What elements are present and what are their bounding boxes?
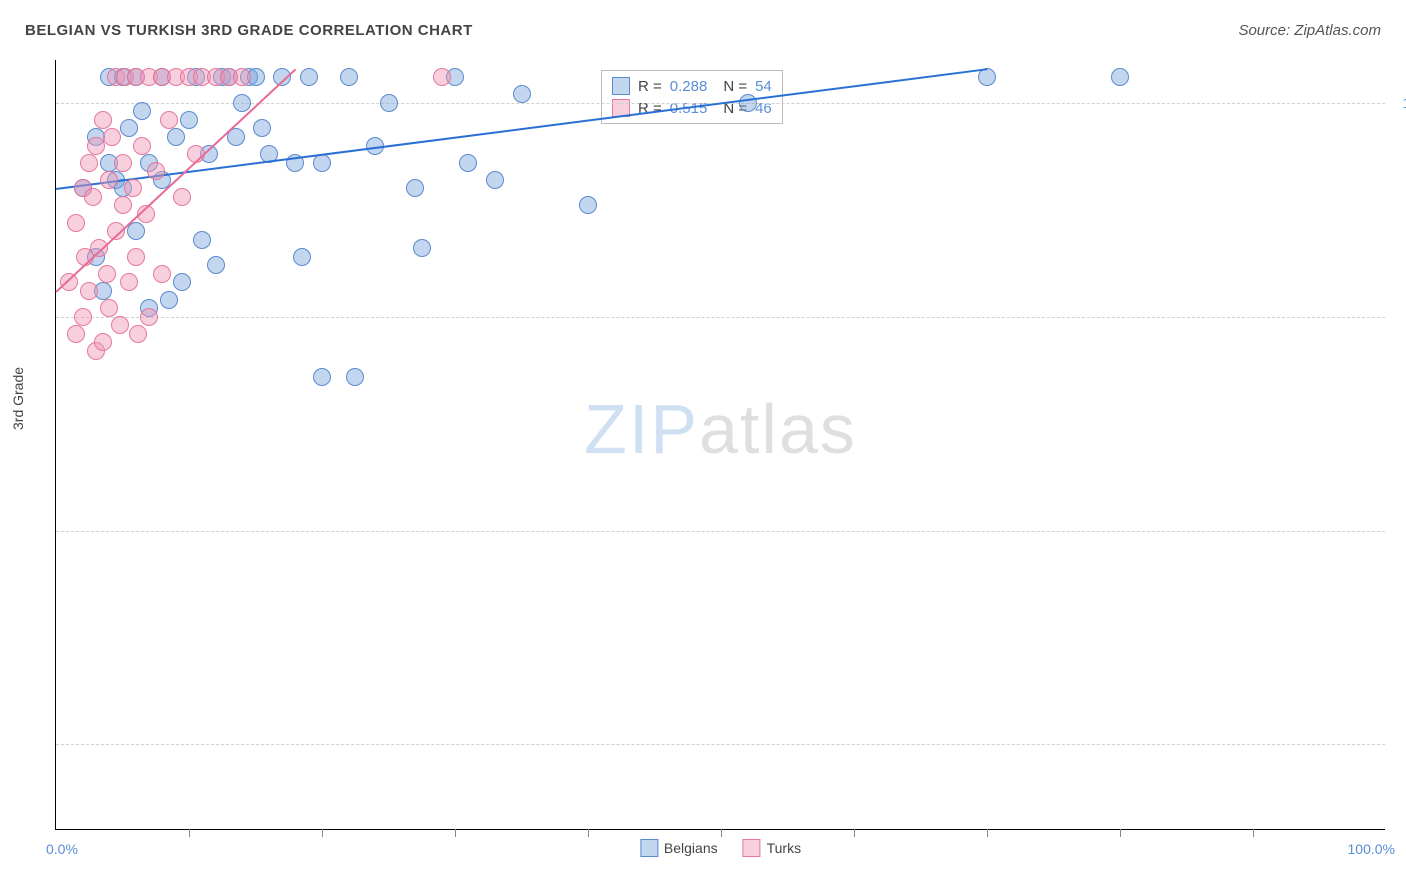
- data-point: [253, 119, 271, 137]
- data-point: [103, 128, 121, 146]
- data-point: [406, 179, 424, 197]
- ytick-label: 92.5%: [1395, 736, 1406, 752]
- data-point: [380, 94, 398, 112]
- data-point: [67, 325, 85, 343]
- data-point: [111, 316, 129, 334]
- data-point: [433, 68, 451, 86]
- data-point: [120, 273, 138, 291]
- data-point: [579, 196, 597, 214]
- data-point: [140, 308, 158, 326]
- data-point: [160, 291, 178, 309]
- gridline: [56, 744, 1385, 745]
- data-point: [180, 111, 198, 129]
- xtick: [987, 829, 988, 837]
- xtick: [189, 829, 190, 837]
- data-point: [127, 248, 145, 266]
- data-point: [313, 368, 331, 386]
- data-point: [513, 85, 531, 103]
- data-point: [114, 196, 132, 214]
- legend-item-belgians: Belgians: [640, 839, 718, 857]
- data-point: [486, 171, 504, 189]
- gridline: [56, 317, 1385, 318]
- data-point: [153, 265, 171, 283]
- data-point: [80, 154, 98, 172]
- data-point: [94, 111, 112, 129]
- r-label: R =: [638, 78, 662, 95]
- xtick: [588, 829, 589, 837]
- data-point: [459, 154, 477, 172]
- watermark-atlas: atlas: [699, 390, 857, 468]
- chart-title: BELGIAN VS TURKISH 3RD GRADE CORRELATION…: [25, 22, 473, 39]
- data-point: [233, 94, 251, 112]
- n-value-belgians: 54: [755, 78, 772, 95]
- watermark: ZIPatlas: [584, 389, 857, 469]
- y-axis-label: 3rd Grade: [10, 367, 26, 430]
- data-point: [80, 282, 98, 300]
- data-point: [133, 137, 151, 155]
- data-point: [133, 102, 151, 120]
- data-point: [300, 68, 318, 86]
- xtick: [1120, 829, 1121, 837]
- data-point: [67, 214, 85, 232]
- data-point: [129, 325, 147, 343]
- x-axis-max-label: 100.0%: [1348, 841, 1395, 857]
- data-point: [147, 162, 165, 180]
- x-axis-min-label: 0.0%: [46, 841, 78, 857]
- data-point: [120, 119, 138, 137]
- series-legend: Belgians Turks: [640, 839, 801, 857]
- data-point: [207, 256, 225, 274]
- legend-turks-label: Turks: [767, 840, 801, 856]
- xtick: [455, 829, 456, 837]
- legend-belgians-label: Belgians: [664, 840, 718, 856]
- data-point: [233, 68, 251, 86]
- source-label: Source: ZipAtlas.com: [1238, 22, 1381, 39]
- data-point: [173, 273, 191, 291]
- data-point: [193, 231, 211, 249]
- ytick-label: 95.0%: [1395, 523, 1406, 539]
- data-point: [100, 299, 118, 317]
- xtick: [322, 829, 323, 837]
- xtick: [1253, 829, 1254, 837]
- data-point: [90, 239, 108, 257]
- data-point: [1111, 68, 1129, 86]
- ytick-label: 100.0%: [1395, 95, 1406, 111]
- scatter-plot-area: ZIPatlas R = 0.288 N = 54 R = 0.515 N = …: [55, 60, 1385, 830]
- legend-item-turks: Turks: [743, 839, 801, 857]
- data-point: [94, 333, 112, 351]
- watermark-zip: ZIP: [584, 390, 699, 468]
- xtick: [854, 829, 855, 837]
- xtick: [721, 829, 722, 837]
- n-label: N =: [723, 78, 747, 95]
- data-point: [346, 368, 364, 386]
- data-point: [167, 128, 185, 146]
- data-point: [98, 265, 116, 283]
- data-point: [173, 188, 191, 206]
- data-point: [100, 171, 118, 189]
- data-point: [74, 308, 92, 326]
- data-point: [160, 111, 178, 129]
- swatch-belgians-icon: [640, 839, 658, 857]
- ytick-label: 97.5%: [1395, 309, 1406, 325]
- swatch-turks-icon: [743, 839, 761, 857]
- data-point: [84, 188, 102, 206]
- data-point: [413, 239, 431, 257]
- r-value-belgians: 0.288: [670, 78, 708, 95]
- data-point: [114, 154, 132, 172]
- data-point: [739, 94, 757, 112]
- data-point: [340, 68, 358, 86]
- swatch-belgians: [612, 77, 630, 95]
- data-point: [293, 248, 311, 266]
- gridline: [56, 531, 1385, 532]
- data-point: [124, 179, 142, 197]
